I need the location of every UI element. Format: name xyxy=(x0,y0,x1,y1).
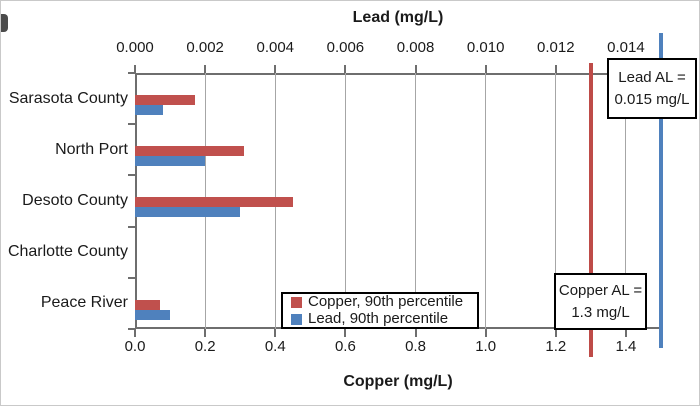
bottom-axis-tick-label: 0.2 xyxy=(194,338,216,355)
top-axis-tick xyxy=(204,65,207,73)
vertical-gridline xyxy=(625,73,627,329)
bottom-axis-tick xyxy=(554,329,557,337)
lead-bar xyxy=(135,309,171,320)
bottom-axis-tick-label: 1.2 xyxy=(545,338,567,355)
copper-al-line1: Copper AL = xyxy=(558,281,643,299)
top-axis-title: Lead (mg/L) xyxy=(352,9,444,26)
left-axis-tick xyxy=(128,328,135,330)
legend: Copper, 90th percentile Lead, 90th perce… xyxy=(281,292,479,329)
vertical-gridline xyxy=(344,73,346,329)
top-axis-tick xyxy=(554,65,557,73)
vertical-gridline xyxy=(415,73,417,329)
left-axis-tick xyxy=(128,72,135,74)
category-label: Desoto County xyxy=(22,191,128,209)
top-axis-tick-label: 0.002 xyxy=(186,39,224,56)
bottom-axis-tick xyxy=(624,329,627,337)
vertical-gridline xyxy=(485,73,487,329)
bottom-axis-tick-label: 0.0 xyxy=(124,338,146,355)
legend-item-lead: Lead, 90th percentile xyxy=(291,311,477,327)
category-label: North Port xyxy=(55,140,128,158)
top-axis-tick-label: 0.010 xyxy=(466,39,505,56)
top-axis-tick-label: 0.006 xyxy=(326,39,365,56)
copper-legend-swatch xyxy=(291,296,302,308)
top-axis-tick xyxy=(484,65,487,73)
top-axis-tick-label: 0.004 xyxy=(256,39,295,56)
category-label: Sarasota County xyxy=(8,89,128,107)
lead-action-level-callout: Lead AL = 0.015 mg/L xyxy=(607,58,697,119)
bottom-axis-tick-label: 1.0 xyxy=(475,338,497,355)
copper-bar xyxy=(135,146,244,157)
copper-legend-label: Copper, 90th percentile xyxy=(308,293,464,310)
vertical-gridline xyxy=(555,73,557,329)
top-axis-tick xyxy=(414,65,417,73)
copper-action-level-callout: Copper AL = 1.3 mg/L xyxy=(554,273,647,330)
left-axis-tick xyxy=(128,225,135,228)
lead-al-line1: Lead AL = xyxy=(618,68,686,86)
lead-bar xyxy=(135,207,241,218)
scan-artifact xyxy=(1,14,8,32)
top-axis-tick xyxy=(344,65,347,73)
bottom-axis-tick xyxy=(344,329,347,337)
lead-action-level-line xyxy=(659,33,663,348)
top-axis-tick xyxy=(134,65,136,73)
legend-item-copper: Copper, 90th percentile xyxy=(291,294,477,310)
copper-bar xyxy=(135,299,160,310)
category-label: Peace River xyxy=(40,294,128,312)
top-axis-tick-label: 0.008 xyxy=(396,39,435,56)
bottom-axis-tick xyxy=(274,329,277,337)
top-axis-tick xyxy=(274,65,277,73)
left-axis-tick xyxy=(128,276,135,279)
lead-legend-label: Lead, 90th percentile xyxy=(308,310,449,327)
bottom-axis-tick-label: 1.4 xyxy=(615,338,637,355)
bottom-axis-tick xyxy=(204,329,207,337)
bottom-axis-tick xyxy=(484,329,487,337)
lead-legend-swatch xyxy=(291,313,302,325)
bottom-axis-tick xyxy=(134,329,136,337)
left-axis-tick xyxy=(128,174,135,177)
top-axis-tick-label: 0.000 xyxy=(116,39,154,56)
lead-bar xyxy=(135,105,164,115)
top-axis-tick-label: 0.014 xyxy=(607,39,645,56)
copper-action-level-line xyxy=(588,63,593,357)
lead-bar xyxy=(135,156,206,167)
copper-bar xyxy=(135,95,195,105)
bottom-axis-tick xyxy=(414,329,417,337)
lead-al-line2: 0.015 mg/L xyxy=(614,90,690,108)
bottom-axis-tick-label: 0.4 xyxy=(264,338,286,355)
bottom-axis-tick-label: 0.6 xyxy=(334,338,356,355)
copper-bar xyxy=(135,197,293,208)
category-label: Charlotte County xyxy=(7,243,128,261)
copper-al-line2: 1.3 mg/L xyxy=(571,303,630,321)
left-axis-tick xyxy=(128,123,135,126)
bottom-axis-tick-label: 0.8 xyxy=(405,338,426,355)
bottom-axis-title: Copper (mg/L) xyxy=(343,373,453,390)
top-axis-tick-label: 0.012 xyxy=(537,39,575,56)
